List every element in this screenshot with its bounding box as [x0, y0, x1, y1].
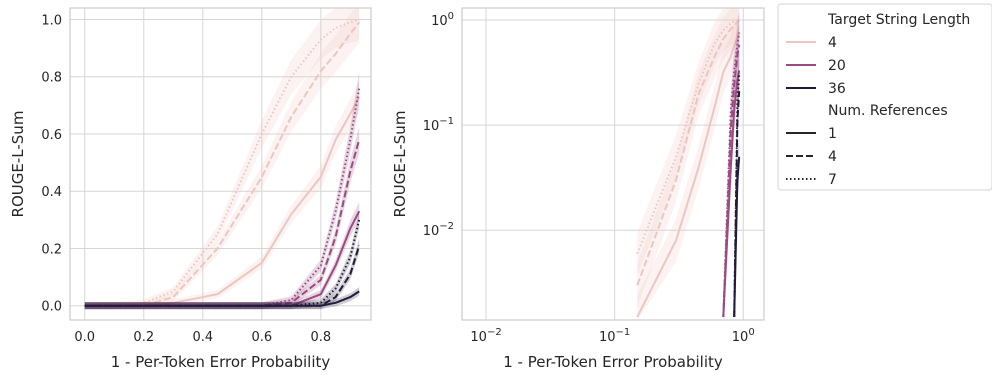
series-band-len-4-refs-7	[84, 8, 360, 310]
legend: Target String Length 4 20 36 Num. Refere…	[777, 3, 992, 191]
y-tick-label: 0.6	[41, 128, 62, 143]
series-line-len-36-refs-7	[733, 74, 741, 317]
y-tick-label: 0.0	[41, 300, 62, 315]
series-band-len-20-refs-1	[723, 49, 740, 320]
series-band-len-4-refs-1	[84, 80, 360, 310]
y-tick-label: 1.0	[41, 13, 62, 28]
x-tick-label: 0.6	[251, 330, 272, 345]
x-tick-label: 0.2	[133, 330, 154, 345]
legend-label-length-4: 4	[828, 35, 837, 51]
legend-frame	[777, 3, 992, 191]
series-band-len-36-refs-1	[84, 287, 360, 310]
series-line-len-4-refs-1	[636, 33, 741, 318]
series-line-len-4-refs-4	[636, 19, 740, 286]
legend-label-refs-4: 4	[828, 149, 837, 165]
x-tick-label: 10−1	[599, 327, 630, 345]
legend-style-title: Num. References	[828, 103, 948, 119]
plot-frame	[69, 7, 372, 321]
y-tick-label: 0.8	[41, 71, 62, 86]
y-axis-label: ROUGE-L-Sum	[9, 111, 27, 218]
series-band-len-4-refs-4	[637, 8, 740, 307]
x-tick-label: 0.8	[310, 330, 331, 345]
legend-label-length-36: 36	[828, 81, 846, 97]
legend-label-length-20: 20	[828, 58, 846, 74]
y-axis-label: ROUGE-L-Sum	[391, 111, 409, 218]
series-band-len-20-refs-7	[723, 11, 740, 320]
y-tick-label: 100	[431, 11, 454, 29]
legend-label-refs-7: 7	[828, 172, 837, 188]
right-chart-panel: 10−2 10−1 100 10−2 10−1 100 1 - Per-Token Erro…	[391, 7, 765, 371]
series-line-len-4-refs-7	[636, 19, 740, 254]
x-tick-label: 10−2	[470, 327, 501, 345]
series-line-len-4-refs-7	[84, 18, 360, 307]
left-chart-panel: 0.0 0.2 0.4 0.6 0.8 0.0 0.2 0.4 0.6 0.8 1.0 1 - Per…	[9, 7, 372, 371]
series-band-len-4-refs-7	[637, 8, 740, 275]
x-axis-label: 1 - Per-Token Error Probability	[111, 353, 331, 371]
plot-frame	[461, 7, 765, 321]
x-tick-label: 0.0	[74, 330, 95, 345]
series-line-len-4-refs-4	[84, 21, 360, 307]
legend-hue-title: Target String Length	[827, 12, 970, 28]
series-band-len-4-refs-1	[637, 12, 740, 320]
series-band-len-36-refs-4	[84, 238, 360, 310]
y-tick-label: 10−2	[423, 221, 454, 239]
series-line-len-20-refs-7	[722, 32, 741, 317]
legend-label-refs-1: 1	[828, 126, 837, 142]
x-axis-label: 1 - Per-Token Error Probability	[503, 353, 723, 371]
y-tick-label: 0.2	[41, 242, 62, 257]
x-tick-label: 100	[732, 327, 755, 345]
y-tick-label: 0.4	[41, 185, 62, 200]
y-tick-label: 10−1	[423, 116, 454, 134]
series-line-len-36-refs-7	[84, 219, 361, 307]
x-tick-label: 0.4	[192, 330, 213, 345]
